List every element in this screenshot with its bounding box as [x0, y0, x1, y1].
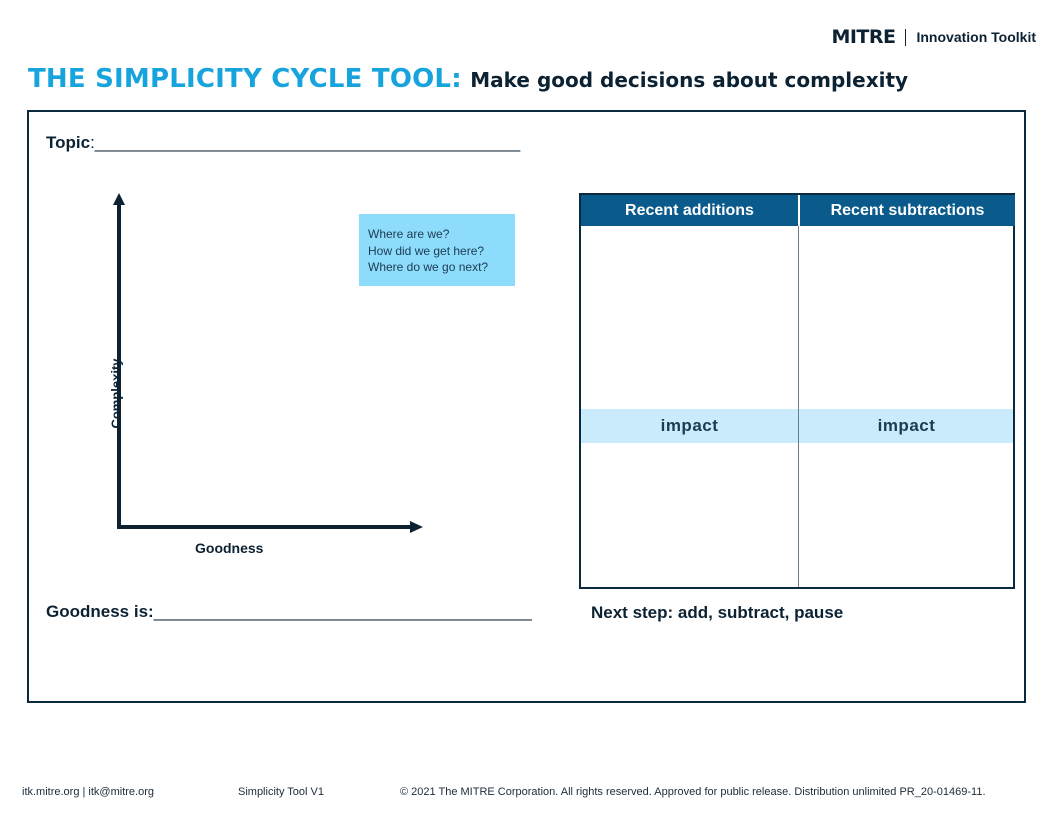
goodness-label: Goodness is:: [46, 602, 154, 621]
topic-blank: :_______________________________________…: [90, 133, 521, 152]
additions-subtractions-table: Recent additions Recent subtractions imp…: [579, 193, 1015, 589]
header-gap: [798, 195, 800, 226]
impact-label-subtractions: impact: [877, 416, 936, 435]
note-line: How did we get here?: [368, 243, 485, 258]
footer-version: Simplicity Tool V1: [238, 786, 324, 798]
header-recent-subtractions: Recent subtractions: [800, 195, 1015, 226]
topic-label: Topic: [46, 133, 91, 152]
column-divider: [798, 195, 799, 587]
note-line: Where are we?: [368, 227, 450, 241]
footer-copyright: © 2021 The MITRE Corporation. All rights…: [400, 786, 986, 798]
topic-field[interactable]: Topic:__________________________________…: [46, 133, 520, 153]
impact-label-additions: impact: [660, 416, 719, 435]
worksheet-frame: [27, 110, 1026, 703]
goodness-field[interactable]: Goodness is:____________________________…: [46, 602, 532, 622]
next-step-label: Next step: add, subtract, pause: [591, 603, 844, 622]
header-recent-additions: Recent additions: [581, 195, 798, 226]
x-axis-label: Goodness: [195, 540, 264, 556]
note-line: Where do we go next?: [368, 260, 489, 274]
title-main: THE SIMPLICITY CYCLE TOOL:: [28, 64, 462, 94]
impact-band: [581, 409, 1013, 443]
simplicity-chart: [113, 193, 423, 533]
mitre-logo: MITRE: [831, 26, 896, 48]
x-axis-arrow: [410, 521, 423, 533]
brand-toolkit-label: Innovation Toolkit: [916, 29, 1036, 45]
prompt-note: Where are we? How did we get here? Where…: [359, 214, 515, 286]
brand-header: MITRE Innovation Toolkit: [831, 26, 1036, 48]
page-title: THE SIMPLICITY CYCLE TOOL: Make good dec…: [28, 64, 908, 94]
y-axis-label: Complexity: [108, 358, 124, 429]
footer-contact: itk.mitre.org | itk@mitre.org: [22, 786, 154, 798]
goodness-blank: ________________________________________: [153, 602, 532, 621]
title-subtitle: Make good decisions about complexity: [470, 68, 909, 92]
brand-divider: [905, 28, 907, 46]
y-axis-arrow: [113, 193, 125, 205]
